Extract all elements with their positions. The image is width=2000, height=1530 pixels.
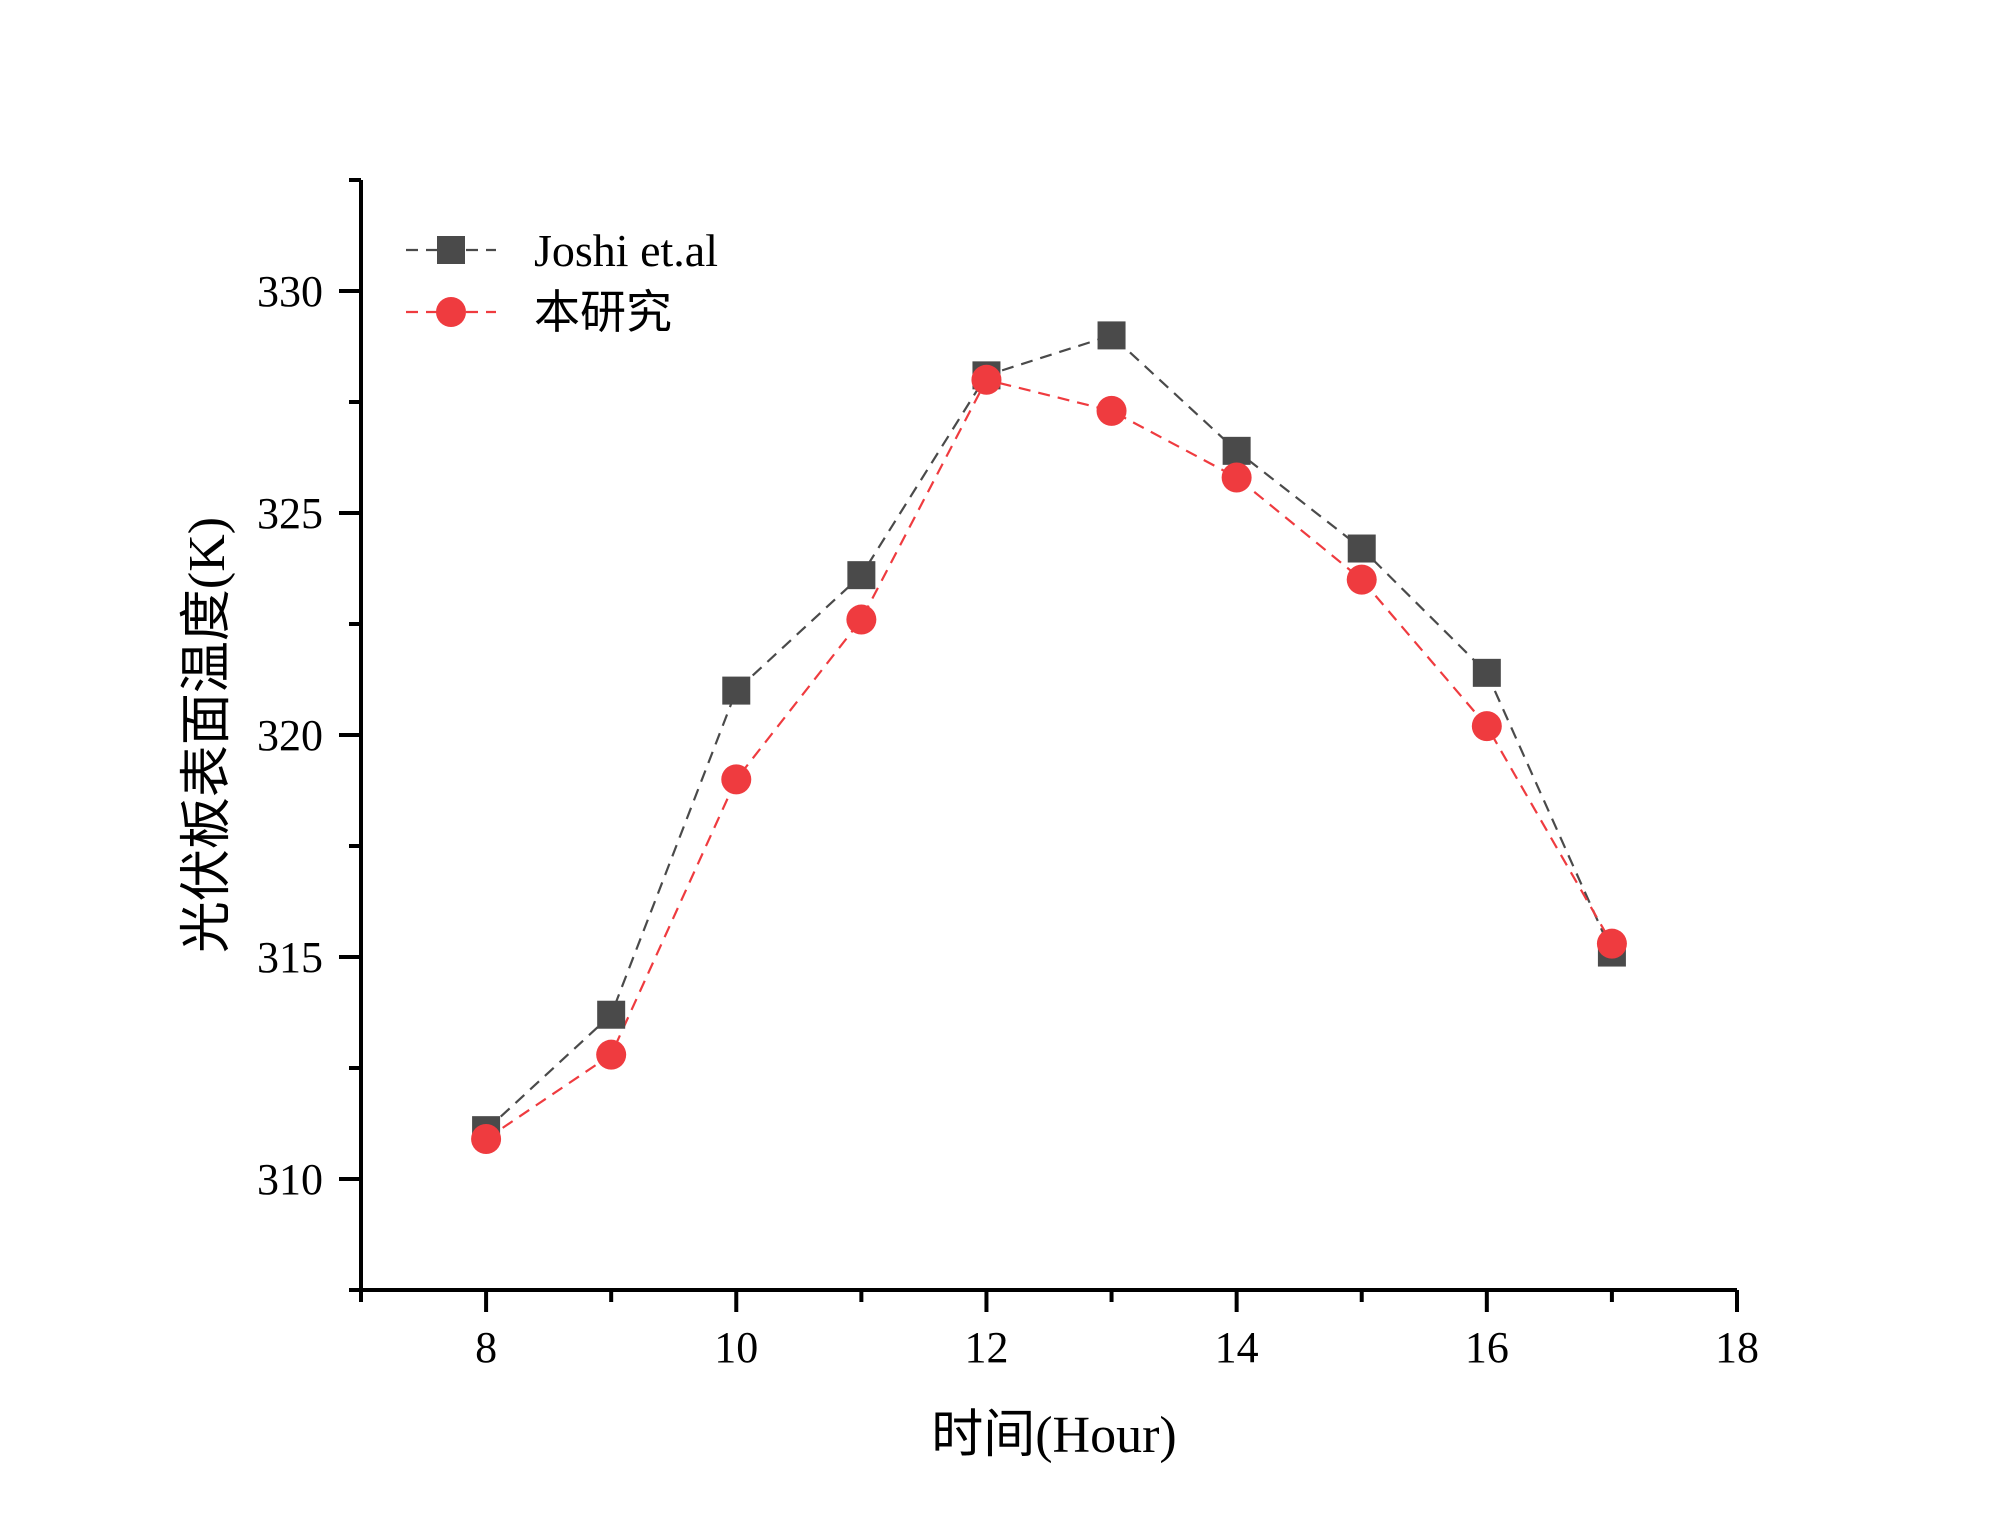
series-2-point — [1596, 928, 1627, 959]
joshi-et-al-point — [597, 1000, 626, 1029]
series-2-line — [485, 378, 1613, 1140]
series-points — [471, 321, 1627, 1155]
y-tick-label: 325 — [257, 489, 323, 538]
y-axis-title: 光伏板表面温度(K) — [179, 517, 236, 953]
joshi-et-al-legend-marker — [437, 236, 465, 264]
y-ticks: 310 315 320 325 330 — [257, 178, 361, 1292]
series-2-point — [1346, 564, 1377, 595]
joshi-et-al-point — [847, 561, 876, 590]
x-tick-label: 16 — [1465, 1323, 1509, 1372]
joshi-et-al-point — [1472, 658, 1501, 687]
y-tick-label: 310 — [257, 1155, 323, 1204]
series-2-point — [1471, 711, 1502, 742]
axes — [359, 180, 1737, 1292]
series-lines — [485, 334, 1613, 1140]
joshi-et-al-point — [1347, 534, 1376, 563]
legend: Joshi et.al 本研究 — [406, 225, 718, 338]
series-2-point — [1096, 395, 1127, 426]
joshi-et-al-legend-label: Joshi et.al — [534, 225, 718, 276]
series-2-legend-marker — [436, 297, 466, 327]
series-2-point — [846, 604, 877, 635]
y-tick-label: 315 — [257, 933, 323, 982]
joshi-et-al-line — [485, 334, 1613, 1131]
series-2-legend-label: 本研究 — [534, 287, 672, 338]
series-2-point — [471, 1124, 502, 1155]
joshi-et-al-point — [1222, 436, 1251, 465]
x-tick-label: 12 — [964, 1323, 1008, 1372]
joshi-et-al-point — [1097, 321, 1126, 350]
joshi-et-al-point — [722, 676, 751, 705]
x-tick-label: 18 — [1715, 1323, 1759, 1372]
x-ticks: 8 10 12 14 16 18 — [359, 1290, 1759, 1372]
series-2-point — [721, 764, 752, 795]
y-tick-label: 330 — [257, 267, 323, 316]
x-tick-label: 8 — [475, 1323, 497, 1372]
x-tick-label: 10 — [714, 1323, 758, 1372]
series-2-point — [971, 364, 1002, 395]
y-tick-label: 320 — [257, 711, 323, 760]
series-2-point — [596, 1039, 627, 1070]
x-axis-title: 时间(Hour) — [931, 1407, 1177, 1464]
series-2-point — [1221, 462, 1252, 493]
x-tick-label: 14 — [1215, 1323, 1259, 1372]
